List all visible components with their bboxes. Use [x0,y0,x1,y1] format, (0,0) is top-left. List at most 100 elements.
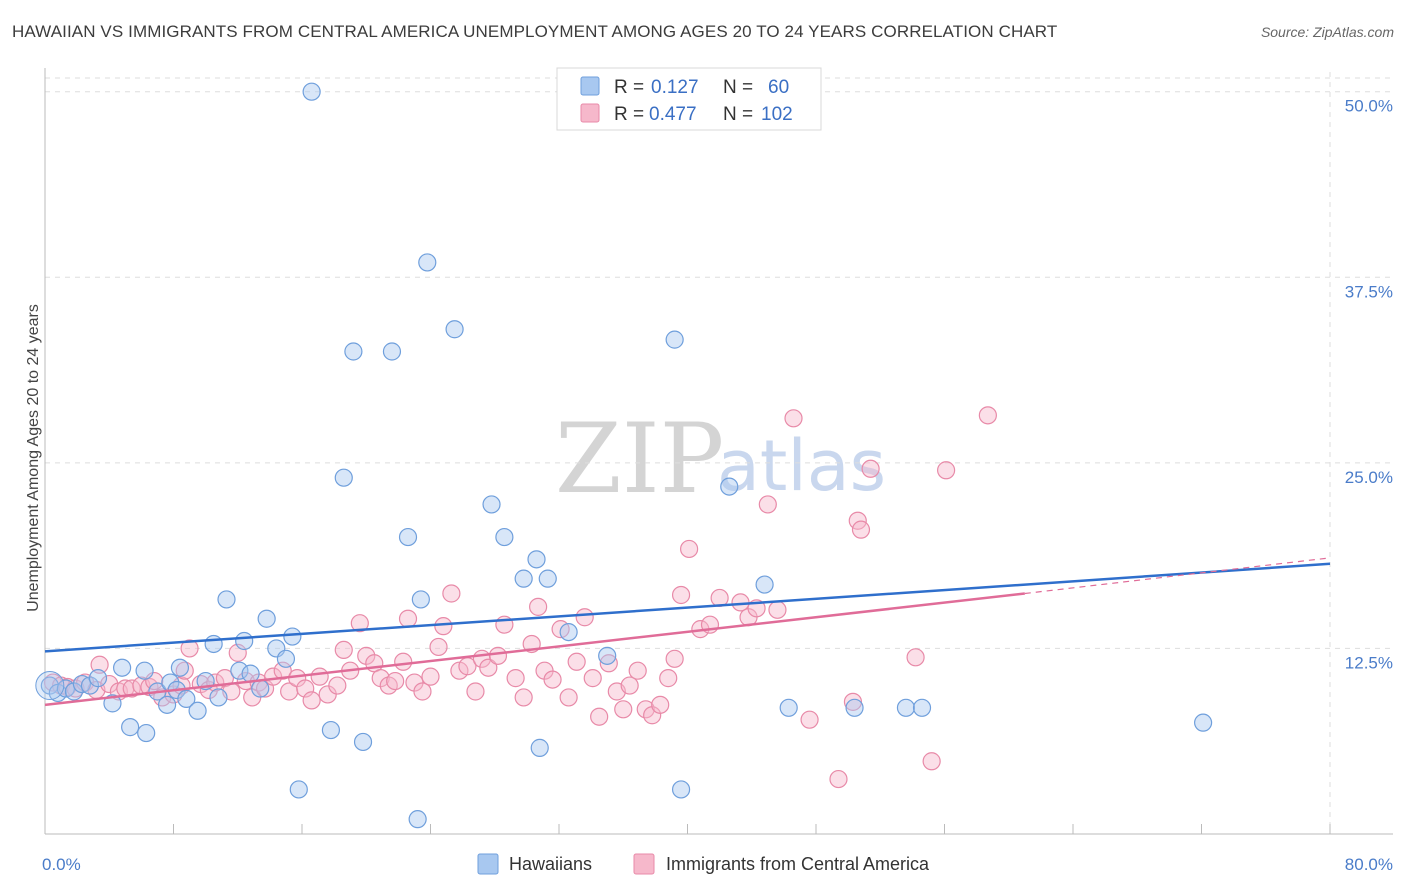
hawaiians-point-8 [112,658,132,677]
immigrants-point-40 [350,614,369,633]
immigrants-point-46 [394,652,413,671]
hawaiians-point-45 [514,569,533,588]
immigrants-point-77 [628,661,647,680]
hawaiians-point-26 [251,679,270,698]
immigrants-point-6 [90,655,109,674]
immigrants-point-38 [334,640,353,660]
immigrants-point-37 [328,676,347,695]
hawaiians-point-55 [779,698,798,717]
hawaiians-points [35,82,1213,829]
hawaiians-point-50 [598,646,617,665]
immigrants-point-30 [273,661,292,680]
legend-r-value-2: 0.477 [649,104,697,125]
bottom-legend-swatch-immigrants [633,853,655,875]
axes [44,68,1393,835]
immigrants-point-47 [398,609,418,628]
y-tick-label-0: 12.5% [1345,653,1393,672]
immigrants-point-72 [590,707,609,726]
hawaiians-point-9 [121,718,140,737]
immigrants-point-17 [175,661,194,680]
watermark-atlas: atlas [717,425,886,507]
immigrants-point-62 [514,688,533,707]
hawaiians-point-46 [527,550,546,569]
hawaiians-point-53 [720,477,739,496]
hawaiians-point-17 [177,689,196,709]
hawaiians-cluster-point [35,671,65,701]
immigrants-point-56 [466,682,485,701]
hawaiians-point-40 [411,590,430,609]
hawaiians-point-51 [665,330,684,349]
bottom-legend-label-immigrants: Immigrants from Central America [666,854,930,874]
hawaiians-point-16 [170,658,190,677]
watermark: ZIP atlas [555,403,886,515]
hawaiians-point-52 [671,780,691,799]
hawaiians-point-20 [204,634,223,654]
bottom-legend-swatch-hawaiians [477,853,499,875]
hawaiians-point-37 [382,342,402,361]
y-tick-labels: 12.5% 25.0% 37.5% 50.0% [1345,97,1393,673]
immigrants-point-59 [488,646,508,665]
legend-swatch-immigrants [580,103,600,123]
immigrants-point-29 [263,667,283,686]
y-axis-label: Unemployment Among Ages 20 to 24 years [25,304,42,612]
legend-n-value-1: 60 [768,77,789,98]
hawaiians-point-43 [482,495,501,514]
immigrants-point-102 [937,461,956,480]
hawaiians-point-56 [845,698,864,717]
hawaiians-point-11 [137,723,156,743]
hawaiians-point-34 [334,468,353,487]
x-tick-label-min: 0.0% [42,855,81,874]
hawaiians-point-35 [344,342,363,361]
hawaiians-point-21 [209,688,228,707]
immigrants-points [43,406,997,789]
hawaiians-point-13 [157,695,177,714]
chart-title: HAWAIIAN VS IMMIGRANTS FROM CENTRAL AMER… [12,22,1058,41]
hawaiians-point-32 [302,82,321,101]
x-tick-label-max: 80.0% [1345,855,1393,874]
hawaiians-point-27 [257,609,276,628]
legend-r-value-1: 0.127 [651,77,699,98]
immigrants-trend-line [44,592,1025,707]
hawaiians-point-44 [495,527,514,547]
hawaiians-point-18 [188,701,207,720]
legend-box [556,67,822,131]
hawaiians-point-49 [559,622,578,642]
hawaiians-point-30 [283,627,302,646]
hawaiians-point-10 [135,661,154,680]
hawaiians-point-47 [530,738,549,757]
trend-lines [44,557,1331,707]
immigrants-point-94 [800,710,819,729]
immigrants-trend-extension [1024,557,1331,595]
hawaiians-point-59 [1194,713,1213,732]
hawaiians-point-42 [445,320,464,339]
immigrants-point-64 [529,597,548,616]
immigrants-point-18 [180,639,199,658]
hawaiians-point-36 [353,732,373,752]
hawaiians-point-57 [896,698,916,717]
immigrants-point-84 [680,539,699,559]
immigrants-point-70 [575,608,594,627]
hawaiians-point-38 [398,527,418,547]
immigrants-point-71 [583,669,602,688]
immigrants-point-91 [758,495,777,514]
immigrants-point-69 [567,652,586,671]
hawaiians-point-33 [321,720,341,740]
hawaiians-point-23 [230,661,249,680]
immigrants-point-82 [665,649,684,668]
hawaiians-point-24 [235,631,254,651]
immigrants-point-73 [599,654,618,673]
hawaiians-point-48 [538,569,557,588]
immigrants-point-49 [413,682,432,701]
hawaiians-point-29 [276,649,296,668]
bottom-legend-label-hawaiians: Hawaiians [509,854,592,874]
immigrants-point-58 [479,658,498,677]
hawaiians-point-31 [289,780,308,799]
immigrants-point-61 [506,669,525,688]
immigrants-point-83 [671,585,691,605]
series-legend: Hawaiians Immigrants from Central Americ… [477,853,930,875]
immigrants-point-75 [614,700,633,719]
immigrants-point-98 [851,520,871,539]
immigrants-point-76 [620,676,639,695]
legend-n-label-1: N = [723,77,753,98]
